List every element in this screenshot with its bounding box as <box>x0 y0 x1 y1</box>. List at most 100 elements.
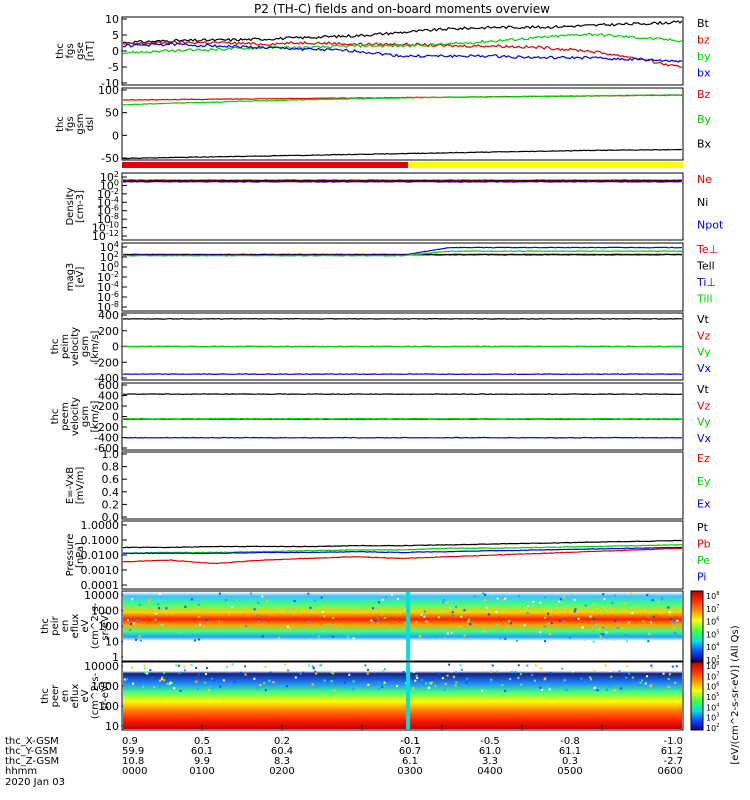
spectrogram-noise <box>133 636 136 639</box>
panel-frame <box>121 661 684 731</box>
spectrogram-noise <box>491 664 494 667</box>
y-axis-label: thc <box>50 339 61 355</box>
spectrogram-noise <box>190 663 193 666</box>
y-tick-label: 200 <box>98 400 119 413</box>
y-axis-label: dsl <box>85 117 96 131</box>
panel-frame <box>121 520 684 590</box>
panel-frame <box>121 242 684 312</box>
panel-5: thc peim velocity gsm [km/s] -400 -200 0 200 400 V… <box>50 309 712 385</box>
spectrogram-noise <box>605 631 608 634</box>
y-axis-label: en <box>60 620 71 633</box>
series-line <box>122 93 683 106</box>
spectrogram-noise <box>135 638 138 641</box>
spectrogram-noise <box>558 620 561 623</box>
legend-label: Pt <box>697 521 709 534</box>
x-axis-value: 6.1 <box>402 756 418 767</box>
spectrogram-noise <box>339 684 342 687</box>
spectrogram-noise <box>561 610 564 613</box>
spectrogram-noise <box>383 668 386 671</box>
colorbar-label: [eV/(cm^2-s-sr-eV)] (All Qs) <box>730 625 741 764</box>
spectrogram-noise <box>613 638 616 641</box>
y-axis-label: [nPa] <box>75 542 86 568</box>
y-tick-label: 0 <box>112 129 119 142</box>
spectrogram-noise <box>183 665 186 668</box>
spectrogram-noise <box>166 682 169 685</box>
spectrogram-noise <box>559 598 562 601</box>
legend-label: Vy <box>697 416 711 429</box>
spectrogram-noise <box>543 625 546 628</box>
spectrogram-noise <box>404 621 407 624</box>
spectrogram-noise <box>396 598 399 601</box>
spectrogram-noise <box>312 667 315 670</box>
spectrogram-noise <box>321 610 324 613</box>
spectrogram-noise <box>618 670 621 673</box>
spectrogram-noise <box>146 672 149 675</box>
spectrogram-noise <box>314 668 317 671</box>
spectrogram-noise <box>163 671 166 674</box>
spectrogram-noise <box>309 606 312 609</box>
spectrogram-noise <box>547 612 550 615</box>
y-axis-label: gse <box>75 42 86 60</box>
spectrogram-noise <box>640 679 643 682</box>
y-axis-label: Pressure <box>65 534 76 577</box>
x-axis-value: 10.8 <box>122 756 144 767</box>
y-tick-label: 10000 <box>84 589 119 602</box>
legend-label: Vx <box>697 362 712 375</box>
spectrogram-noise <box>377 687 380 690</box>
spectrogram-noise <box>573 598 576 601</box>
spectrogram-noise <box>602 593 605 596</box>
spectrogram-noise <box>285 685 288 688</box>
spectrogram-noise <box>489 681 492 684</box>
spectrogram-noise <box>381 685 384 688</box>
spectrogram-noise <box>228 613 231 616</box>
x-axis-value: 0.3 <box>562 756 578 767</box>
colorbar-tick-label: 103 <box>706 655 719 665</box>
spectrogram-noise <box>148 599 151 602</box>
y-axis-label: velocity <box>70 397 81 436</box>
spectrogram-noise <box>208 689 211 692</box>
spectrogram-noise <box>649 685 652 688</box>
y-tick-label: 400 <box>98 309 119 322</box>
spectrogram-noise <box>348 673 351 676</box>
mode-bar-slow <box>122 162 409 168</box>
series-line <box>122 317 683 320</box>
spectrogram-noise <box>548 633 551 636</box>
series-line <box>122 547 682 565</box>
spectrogram-noise <box>320 628 323 631</box>
spectrogram-noise <box>231 663 234 666</box>
spectrogram-noise <box>534 664 537 667</box>
spectrogram-noise <box>262 682 265 685</box>
spectrogram-noise <box>465 681 468 684</box>
spectrogram-noise <box>372 607 375 610</box>
spectrogram-noise <box>621 603 624 606</box>
spectrogram-noise <box>311 665 314 668</box>
spectrogram-noise <box>565 608 568 611</box>
y-tick-label: -600 <box>94 442 119 455</box>
y-tick-label: 0 <box>112 341 119 354</box>
spectrogram-noise <box>676 623 679 626</box>
legend-label: Pb <box>697 538 711 551</box>
y-tick-label: 0.8 <box>102 461 120 474</box>
spectrogram-noise <box>662 672 665 675</box>
spectrogram-noise <box>671 665 674 668</box>
spectrogram-noise <box>289 627 292 630</box>
spectrogram-noise <box>531 673 534 676</box>
spectrogram-noise <box>573 610 576 613</box>
x-axis-value: 0.5 <box>194 736 210 747</box>
spectrogram-noise <box>631 612 634 615</box>
spectrogram-noise <box>443 637 446 640</box>
y-axis-label: sr-eV) <box>100 611 111 640</box>
y-axis-label: (cm^2-s- <box>90 602 101 649</box>
spectrogram-noise <box>465 677 468 680</box>
spectrogram-noise <box>443 598 446 601</box>
spectrogram-noise <box>126 619 129 622</box>
panel-8: Pressure [nPa] 1.0000 0.1000 0.0100 0.0010 0.0… <box>65 519 711 592</box>
spectrogram-noise <box>381 613 384 616</box>
colorbar-tick-label: 108 <box>706 591 719 601</box>
y-axis-label: en <box>60 690 71 703</box>
spectrogram-noise <box>455 605 458 608</box>
spectrogram-noise <box>381 598 384 601</box>
spectrogram-noise <box>417 638 420 641</box>
